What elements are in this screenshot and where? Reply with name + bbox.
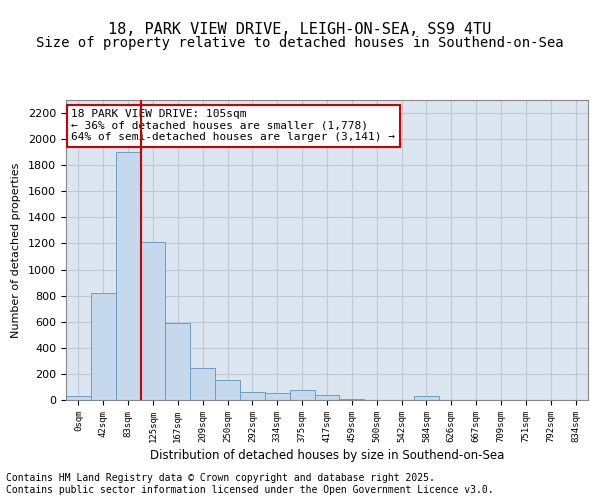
Bar [215,380,240,400]
Bar [116,152,140,400]
Bar [290,390,314,400]
Text: 18, PARK VIEW DRIVE, LEIGH-ON-SEA, SS9 4TU: 18, PARK VIEW DRIVE, LEIGH-ON-SEA, SS9 4… [109,22,491,38]
X-axis label: Distribution of detached houses by size in Southend-on-Sea: Distribution of detached houses by size … [150,449,504,462]
Y-axis label: Number of detached properties: Number of detached properties [11,162,21,338]
Bar [314,395,340,400]
Text: Size of property relative to detached houses in Southend-on-Sea: Size of property relative to detached ho… [36,36,564,50]
Bar [190,368,215,400]
Bar [265,394,290,400]
Bar [340,398,364,400]
Text: 18 PARK VIEW DRIVE: 105sqm
← 36% of detached houses are smaller (1,778)
64% of s: 18 PARK VIEW DRIVE: 105sqm ← 36% of deta… [71,109,395,142]
Bar [140,242,166,400]
Text: Contains HM Land Registry data © Crown copyright and database right 2025.
Contai: Contains HM Land Registry data © Crown c… [6,474,494,495]
Bar [240,392,265,400]
Bar [91,293,116,400]
Bar [414,396,439,400]
Bar [166,323,190,400]
Bar [66,396,91,400]
